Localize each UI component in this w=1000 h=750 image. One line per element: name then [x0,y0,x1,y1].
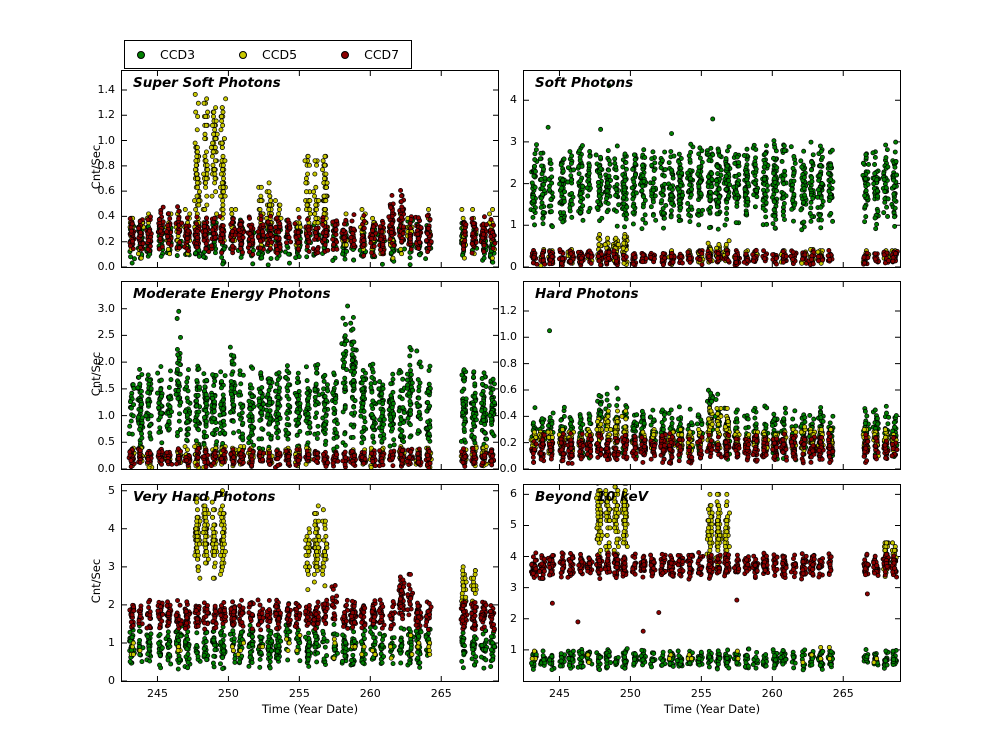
y-tick-label: 1.0 [499,330,518,344]
y-tick-label: 0.0 [499,462,518,475]
x-axis-label: Time (Year Date) [261,702,359,716]
panel-title: Moderate Energy Photons [133,286,331,302]
x-tick-label: 255 [690,687,712,700]
y-tick-label: 1 [510,642,517,656]
y-tick-label: 4 [510,93,517,107]
x-tick-label: 250 [217,687,239,700]
y-tick-label: 0 [510,260,517,273]
x-tick-label: 265 [832,687,854,700]
legend: CCD3 CCD5 CCD7 [124,40,413,69]
y-tick-label: 1.2 [97,108,116,122]
x-tick-label: 260 [761,687,783,700]
x-axis-label: Time (Year Date) [663,702,761,716]
legend-label-ccd5: CCD5 [262,47,298,62]
panel-title: Hard Photons [535,286,639,302]
x-tick-label: 260 [359,687,381,700]
y-tick-label: 1.5 [97,381,116,395]
panel-soft-photons: Soft Photons [523,70,901,268]
legend-entry-ccd5: CCD5 [239,47,297,62]
ccd7-marker-icon [341,50,350,59]
panel-very-hard-photons: Very Hard Photons [121,484,499,682]
scatter-plot-canvas [524,71,900,267]
y-tick-label: 5 [510,518,517,532]
panel-title: Beyond 10 keV [535,489,649,505]
y-tick-label: 3.0 [97,301,116,315]
scatter-plot-canvas [122,282,498,469]
y-tick-label: 0.0 [97,260,116,273]
y-tick-label: 0.6 [499,382,518,396]
y-tick-label: 0.5 [97,435,116,449]
y-tick-label: 1.0 [97,133,116,147]
ccd3-marker-icon [137,50,145,59]
panel-moderate-energy-photons: Moderate Energy Photons [121,281,499,470]
x-tick-label: 245 [548,687,570,700]
ccd5-marker-icon [239,50,248,59]
x-tick-label: 245 [146,687,168,700]
y-tick-label: 2.0 [97,355,116,369]
y-tick-label: 2 [108,597,115,611]
x-tick-label: 255 [288,687,310,700]
panel-hard-photons: Hard Photons [523,281,901,470]
y-tick-label: 3 [510,580,517,594]
y-tick-label: 0.4 [499,409,518,423]
y-tick-label: 3 [510,134,517,148]
y-tick-label: 0.0 [97,462,116,475]
y-tick-label: 2.5 [97,328,116,342]
scatter-plot-canvas [524,282,900,469]
legend-label-ccd7: CCD7 [364,47,400,62]
y-tick-label: 0.6 [97,184,116,198]
y-tick-label: 2 [510,176,517,190]
panel-title: Very Hard Photons [133,489,276,505]
scatter-plot-canvas [122,485,498,681]
y-tick-label: 0.4 [97,209,116,223]
scatter-plot-canvas [524,485,900,681]
y-tick-label: 1.0 [97,408,116,422]
panel-title: Super Soft Photons [133,75,281,91]
x-tick-label: 265 [430,687,452,700]
y-tick-label: 1 [510,218,517,232]
panel-super-soft-photons: Super Soft Photons [121,70,499,268]
y-tick-label: 5 [108,483,115,497]
panel-beyond-10-kev: Beyond 10 keV [523,484,901,682]
y-tick-label: 4 [510,549,517,563]
y-tick-label: 3 [108,559,115,573]
y-tick-label: 0.2 [499,435,518,449]
panel-title: Soft Photons [535,75,634,91]
y-tick-label: 1.2 [499,303,518,317]
y-tick-label: 0.8 [499,356,518,370]
legend-entry-ccd7: CCD7 [341,47,399,62]
legend-label-ccd3: CCD3 [160,47,196,62]
scatter-plot-canvas [122,71,498,267]
y-tick-label: 6 [510,487,517,501]
y-tick-label: 0 [108,674,115,687]
y-tick-label: 1.4 [97,82,116,96]
y-tick-label: 4 [108,521,115,535]
y-tick-label: 0.8 [97,158,116,172]
y-tick-label: 1 [108,635,115,649]
x-tick-label: 250 [619,687,641,700]
y-tick-label: 2 [510,611,517,625]
legend-entry-ccd3: CCD3 [137,47,195,62]
y-tick-label: 0.2 [97,234,116,248]
